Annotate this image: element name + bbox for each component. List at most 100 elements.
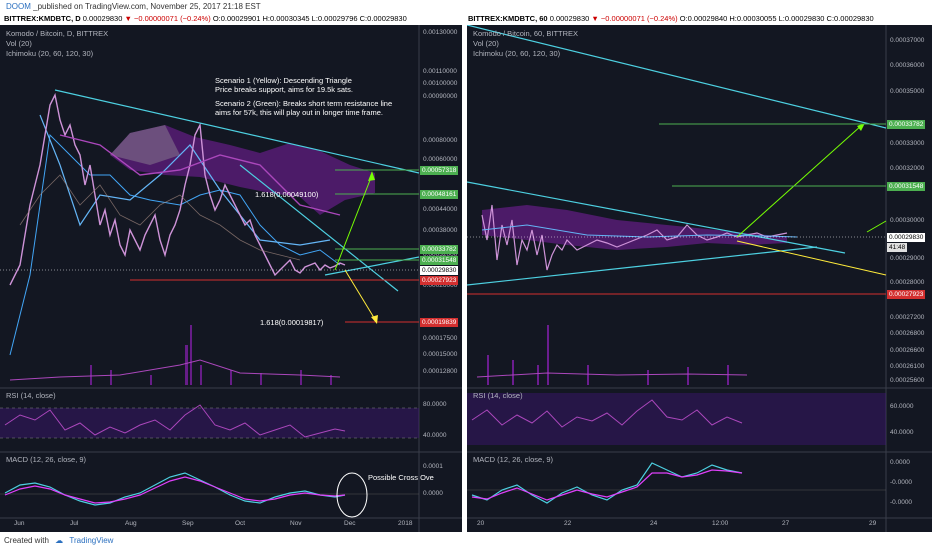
left-ichimoku-label: Ichimoku (20, 60, 120, 30) <box>6 49 94 58</box>
left-price-tick: 0.00038000 <box>423 227 458 234</box>
scenario-2-line-1: Scenario 2 (Green): Breaks short term re… <box>215 99 393 108</box>
scenario-2-line-2: aims for 57k, this will play out in long… <box>215 108 383 117</box>
left-macd-tick: 0.0001 <box>423 463 443 470</box>
trendline-resistance <box>467 181 846 254</box>
left-last-price: 0.00029830 <box>82 14 123 23</box>
macd-signal-line <box>4 476 346 504</box>
left-time-tick: Jul <box>70 520 79 527</box>
trendline-resistance <box>54 89 420 174</box>
right-price-tick: 0.00032000 <box>890 165 925 172</box>
right-time-tick: 24 <box>650 520 658 527</box>
price-tag-green: 0.00031548 <box>887 182 926 191</box>
fib-label-lower: 1.618(0.00019817) <box>260 318 324 327</box>
candle-countdown: 41:48 <box>887 243 908 252</box>
left-price-tick: 0.00044000 <box>423 206 458 213</box>
left-price-tick: 0.00060000 <box>423 156 458 163</box>
price-tag-current: 0.00029830 <box>420 266 459 275</box>
price-tag-green: 0.00033782 <box>887 120 926 129</box>
right-macd-tick: 0.0000 <box>890 459 910 466</box>
left-time-tick: Dec <box>344 520 356 527</box>
right-price-tick: 0.00028000 <box>890 279 925 286</box>
publish-info: _published on TradingView.com, November … <box>33 2 261 11</box>
right-chart-panel[interactable]: Komodo / Bitcoin, 60, BITTREX Vol (20) I… <box>467 25 932 532</box>
left-vol-label: Vol (20) <box>6 39 32 48</box>
right-chart-canvas[interactable] <box>467 25 932 532</box>
left-rsi-label: RSI (14, close) <box>6 391 56 400</box>
left-ohlc: O:0.00029901 H:0.00030345 L:0.00029796 C… <box>212 14 407 23</box>
right-price-tick: 0.00035000 <box>890 88 925 95</box>
footer: Created with ☁ TradingView <box>0 532 932 550</box>
left-symbol: BITTREX:KMDBTC, D <box>4 14 81 23</box>
left-chart-title: Komodo / Bitcoin, D, BITTREX <box>6 29 109 38</box>
author-link[interactable]: DOOM <box>6 2 31 11</box>
price-tag-green: 0.00057318 <box>420 166 459 175</box>
scenario-green-arrow <box>334 174 373 271</box>
fib-label-upper: 1.618(0.00049100) <box>255 190 319 199</box>
left-time-tick: Oct <box>235 520 246 527</box>
left-price-tick: 0.00012800 <box>423 368 458 375</box>
scenario-1-line-2: Price breaks support, aims for 19.5k sat… <box>215 85 353 94</box>
price-tag-current: 0.00029830 <box>887 233 926 242</box>
right-last-price: 0.00029830 <box>549 14 590 23</box>
left-price-tick: 0.00130000 <box>423 29 458 36</box>
right-price-tick: 0.00033000 <box>890 140 925 147</box>
right-symbol-bar: BITTREX:KMDBTC, 60 0.00029830 ▼ −0.00000… <box>468 13 930 25</box>
left-rsi-tick: 40.0000 <box>423 432 447 439</box>
right-time-tick: 20 <box>477 520 485 527</box>
price-tag-red: 0.00019839 <box>420 318 459 327</box>
right-price-tick: 0.00036000 <box>890 62 925 69</box>
left-chart-canvas[interactable] <box>0 25 462 532</box>
price-tag-red: 0.00027923 <box>420 276 459 285</box>
right-price-tick: 0.00026800 <box>890 330 925 337</box>
right-time-tick: 29 <box>869 520 877 527</box>
right-price-tick: 0.00029000 <box>890 255 925 262</box>
right-rsi-label: RSI (14, close) <box>473 391 523 400</box>
price-tag-green: 0.00031548 <box>420 256 459 265</box>
left-price-tick: 0.00015000 <box>423 351 458 358</box>
right-time-tick: 27 <box>782 520 790 527</box>
scenario-1-line-1: Scenario 1 (Yellow): Descending Triangle <box>215 76 352 85</box>
left-change: ▼ −0.00000071 (−0.24%) <box>124 14 211 23</box>
ichimoku-cloud <box>110 125 375 215</box>
scenario-green-arrow <box>736 124 863 238</box>
left-price-tick: 0.00110000 <box>423 68 457 75</box>
right-rsi-tick: 40.0000 <box>890 429 914 436</box>
tradingview-link[interactable]: TradingView <box>69 536 114 545</box>
right-price-tick: 0.00025600 <box>890 377 925 384</box>
price-tag-red: 0.00027923 <box>887 290 926 299</box>
right-macd-tick: -0.0000 <box>890 479 913 486</box>
macd-line <box>4 472 346 506</box>
left-price-tick: 0.00080000 <box>423 137 458 144</box>
left-symbol-bar: BITTREX:KMDBTC, D 0.00029830 ▼ −0.000000… <box>4 13 462 25</box>
right-vol-label: Vol (20) <box>473 39 499 48</box>
right-price-tick: 0.00037000 <box>890 37 925 44</box>
right-change: ▼ −0.00000071 (−0.24%) <box>591 14 678 23</box>
macd-signal-line <box>471 469 743 501</box>
macd-line <box>471 462 743 504</box>
right-price-tick: 0.00027200 <box>890 314 925 321</box>
left-price-tick: 0.00100000 <box>423 80 458 87</box>
left-chart-panel[interactable]: Komodo / Bitcoin, D, BITTREX Vol (20) Ic… <box>0 25 462 532</box>
right-time-tick: 12:00 <box>712 520 729 527</box>
price-line <box>9 92 346 286</box>
rsi-line <box>4 404 346 438</box>
scenario-yellow-arrow <box>736 240 887 276</box>
right-chart-title: Komodo / Bitcoin, 60, BITTREX <box>473 29 579 38</box>
cross-note: Possible Cross Ove <box>368 473 434 482</box>
left-macd-label: MACD (12, 26, close, 9) <box>6 455 87 464</box>
footer-created: Created with <box>4 536 49 545</box>
right-price-tick: 0.00026100 <box>890 363 925 370</box>
left-rsi-tick: 80.0000 <box>423 401 447 408</box>
left-price-tick: 0.00017500 <box>423 335 458 342</box>
ichimoku-cloud <box>482 205 787 250</box>
scenario-1-note: Scenario 1 (Yellow): Descending Triangle… <box>215 76 353 94</box>
right-price-tick: 0.00026600 <box>890 347 925 354</box>
left-time-tick: Nov <box>290 520 302 527</box>
price-tag-green: 0.00033782 <box>420 245 459 254</box>
left-time-tick: Jun <box>14 520 25 527</box>
right-ichimoku-label: Ichimoku (20, 60, 120, 30) <box>473 49 561 58</box>
right-macd-tick: -0.0000 <box>890 499 913 506</box>
scenario-yellow-arrow <box>344 269 377 322</box>
rsi-line <box>471 399 743 428</box>
right-time-tick: 22 <box>564 520 572 527</box>
